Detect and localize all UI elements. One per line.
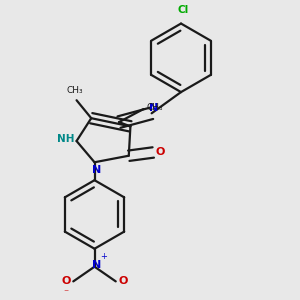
Text: N: N [92, 260, 101, 270]
Text: CH₃: CH₃ [147, 103, 164, 112]
Text: NH: NH [57, 134, 75, 144]
Text: +: + [100, 252, 107, 261]
Text: Cl: Cl [177, 5, 188, 15]
Text: O: O [118, 276, 128, 286]
Text: ⁻: ⁻ [64, 288, 69, 298]
Text: N: N [92, 165, 101, 176]
Text: CH₃: CH₃ [67, 86, 83, 95]
Text: O: O [61, 276, 71, 286]
Text: O: O [156, 148, 165, 158]
Text: N: N [148, 103, 158, 113]
